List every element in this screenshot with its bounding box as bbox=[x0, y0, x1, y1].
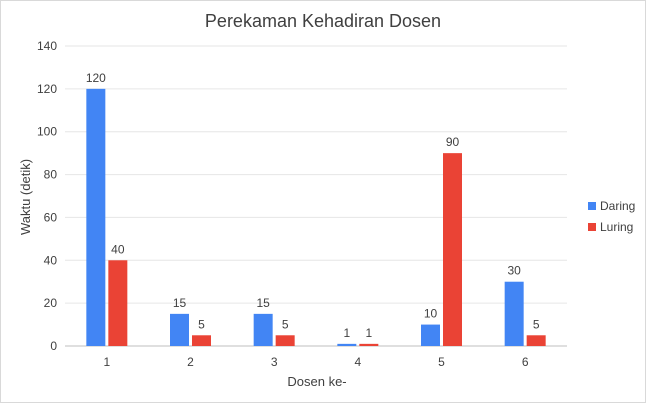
chart-title: Perekaman Kehadiran Dosen bbox=[205, 11, 441, 31]
bar-luring bbox=[526, 335, 546, 346]
y-tick-label: 100 bbox=[37, 125, 57, 139]
bar-luring bbox=[192, 335, 211, 346]
bar-daring bbox=[421, 324, 440, 346]
legend-swatch-luring bbox=[588, 223, 596, 231]
y-tick-label: 20 bbox=[44, 296, 58, 310]
y-tick-label: 80 bbox=[44, 168, 58, 182]
x-tick-label: 5 bbox=[438, 355, 445, 369]
x-tick-label: 2 bbox=[187, 355, 194, 369]
bar-luring bbox=[443, 153, 462, 346]
gridlines bbox=[65, 45, 567, 347]
x-tick-label: 4 bbox=[354, 355, 361, 369]
bar-daring bbox=[170, 313, 189, 346]
bar-daring bbox=[504, 281, 524, 346]
y-tick-labels: 0 20 40 60 80 100 120 140 bbox=[37, 39, 57, 353]
x-tick-label: 3 bbox=[271, 355, 278, 369]
y-axis-label: Waktu (detik) bbox=[18, 159, 33, 235]
bars: 120 40 15 5 15 5 1 1 10 90 30 5 bbox=[86, 71, 546, 346]
y-tick-label: 120 bbox=[37, 82, 57, 96]
data-label-luring: 40 bbox=[111, 242, 125, 256]
legend-swatch-daring bbox=[588, 202, 596, 210]
x-tick-label: 6 bbox=[522, 355, 529, 369]
data-label-daring: 120 bbox=[86, 71, 106, 85]
x-axis-label: Dosen ke- bbox=[287, 374, 346, 389]
bar-daring bbox=[337, 343, 357, 346]
bar-daring bbox=[86, 88, 106, 346]
data-label-luring: 90 bbox=[446, 135, 460, 149]
y-tick-label: 60 bbox=[44, 210, 58, 224]
y-tick-label: 40 bbox=[44, 253, 58, 267]
data-label-daring: 15 bbox=[173, 296, 187, 310]
legend: Daring Luring bbox=[588, 199, 635, 234]
data-label-luring: 5 bbox=[198, 317, 205, 331]
legend-label-luring: Luring bbox=[600, 220, 633, 234]
data-label-luring: 5 bbox=[282, 317, 289, 331]
bar-luring bbox=[359, 343, 379, 346]
y-tick-label: 140 bbox=[37, 39, 57, 53]
data-label-daring: 10 bbox=[424, 307, 438, 321]
x-tick-labels: 1 2 3 4 5 6 bbox=[103, 355, 528, 369]
bar-luring bbox=[275, 335, 295, 346]
data-label-daring: 1 bbox=[343, 326, 350, 340]
data-label-luring: 1 bbox=[365, 326, 372, 340]
bar-daring bbox=[253, 313, 273, 346]
x-tick-label: 1 bbox=[103, 355, 110, 369]
bar-luring bbox=[108, 260, 128, 346]
y-tick-label: 0 bbox=[50, 339, 57, 353]
data-label-daring: 15 bbox=[256, 296, 270, 310]
legend-label-daring: Daring bbox=[600, 199, 635, 213]
data-label-luring: 5 bbox=[533, 317, 540, 331]
data-label-daring: 30 bbox=[507, 264, 521, 278]
